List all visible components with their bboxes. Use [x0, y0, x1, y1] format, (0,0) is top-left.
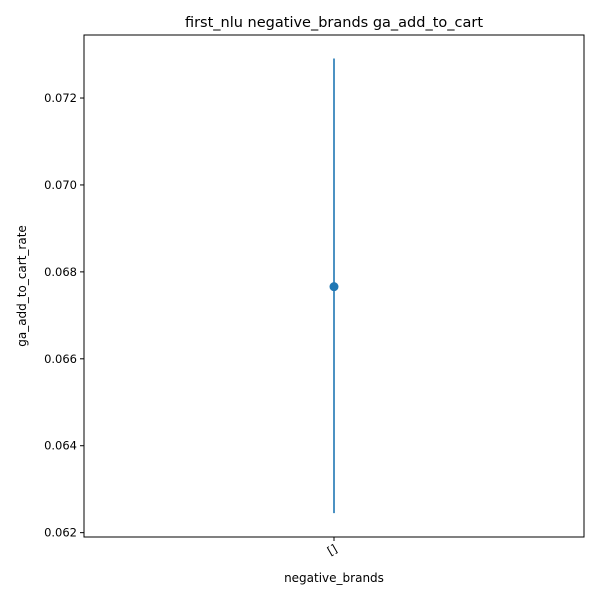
y-tick-label-5: 0.072 — [44, 91, 77, 105]
y-tick-label-0: 0.062 — [44, 526, 77, 540]
y-tick-label-2: 0.066 — [44, 352, 77, 366]
x-tick-label-0: [] — [325, 541, 340, 558]
y-axis-label: ga_add_to_cart_rate — [15, 225, 29, 347]
y-tick-label-1: 0.064 — [44, 439, 77, 453]
data-point-0-0 — [329, 282, 339, 292]
chart-title: first_nlu negative_brands ga_add_to_cart — [185, 15, 483, 31]
x-axis: [] — [325, 537, 340, 558]
series — [329, 58, 339, 514]
x-axis-label: negative_brands — [284, 571, 384, 585]
y-axis: 0.062 0.064 0.066 0.068 0.070 0.072 — [44, 91, 84, 540]
y-tick-label-4: 0.070 — [44, 178, 77, 192]
y-tick-label-3: 0.068 — [44, 265, 77, 279]
